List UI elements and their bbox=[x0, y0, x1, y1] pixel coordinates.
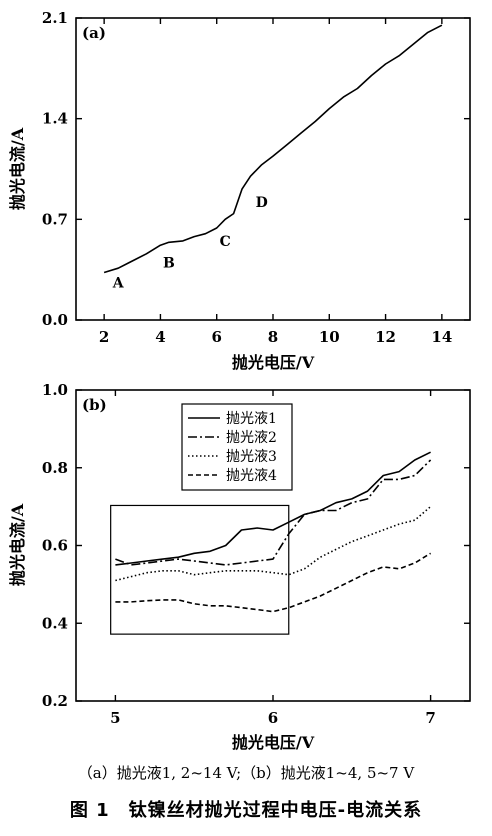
y-tick-label: 0.6 bbox=[42, 537, 68, 555]
annotation-a: A bbox=[112, 276, 125, 292]
series-lines-a bbox=[103, 24, 443, 274]
y-tick-label: 0.4 bbox=[42, 614, 68, 632]
y-tick-label: 1.0 bbox=[42, 381, 68, 399]
plot-frame-a bbox=[75, 17, 471, 321]
series-line-2 bbox=[115, 459, 432, 566]
panel-label-b: (b) bbox=[82, 396, 107, 414]
legend-label: 抛光液4 bbox=[226, 468, 277, 484]
series-line-4 bbox=[115, 552, 432, 613]
y-tick-label: 0.0 bbox=[42, 311, 68, 329]
x-tick-label: 5 bbox=[110, 709, 120, 727]
x-tick-label: 4 bbox=[155, 328, 165, 346]
x-tick-label: 2 bbox=[99, 328, 109, 346]
series-line-1 bbox=[103, 24, 443, 274]
x-axis-label-a: 抛光电压/V bbox=[232, 353, 315, 372]
figure-caption: 图 1 钛镍丝材抛光过程中电压-电流关系 bbox=[69, 800, 423, 821]
axis-ticks-b: 5 6 7 0.2 0.4 0.6 0.8 1.0 bbox=[42, 381, 470, 727]
series-line-3 bbox=[115, 505, 432, 582]
panel-label-a: (a) bbox=[82, 24, 106, 42]
series-line-1 bbox=[115, 451, 431, 566]
legend-label: 抛光液3 bbox=[226, 449, 277, 465]
chart-panel-a: 2 4 6 8 10 12 14 0.0 0.7 1.4 2.1 A B C D (a) 抛光电压/V 抛… bbox=[8, 9, 471, 372]
annotations-a: A B C D bbox=[112, 195, 268, 292]
x-tick-label: 10 bbox=[319, 328, 340, 346]
y-tick-label: 2.1 bbox=[42, 9, 68, 27]
legend: 抛光液1 抛光液2 抛光液3 抛光液4 bbox=[181, 403, 293, 491]
x-axis-label-b: 抛光电压/V bbox=[232, 733, 315, 752]
figure-subcaption: （a）抛光液1, 2~14 V;（b）抛光液1~4, 5~7 V bbox=[77, 764, 415, 782]
y-tick-label: 1.4 bbox=[42, 110, 68, 128]
x-tick-label: 12 bbox=[375, 328, 396, 346]
annotation-d: D bbox=[256, 195, 268, 211]
x-tick-label: 8 bbox=[268, 328, 278, 346]
legend-label: 抛光液2 bbox=[226, 430, 277, 446]
x-tick-label: 6 bbox=[211, 328, 221, 346]
y-axis-label-b: 抛光电流/A bbox=[8, 503, 27, 586]
axis-ticks-a: 2 4 6 8 10 12 14 0.0 0.7 1.4 2.1 bbox=[42, 9, 470, 346]
y-tick-label: 0.7 bbox=[42, 210, 68, 228]
x-tick-label: 6 bbox=[268, 709, 278, 727]
annotation-b: B bbox=[163, 255, 175, 271]
x-tick-label: 14 bbox=[431, 328, 452, 346]
annotation-c: C bbox=[220, 234, 231, 250]
y-axis-label-a: 抛光电流/A bbox=[8, 127, 27, 210]
x-tick-label: 7 bbox=[425, 709, 435, 727]
y-tick-label: 0.2 bbox=[42, 692, 68, 710]
series-lines-b bbox=[115, 451, 432, 613]
highlight-box bbox=[110, 504, 290, 635]
y-tick-label: 0.8 bbox=[42, 459, 68, 477]
legend-label: 抛光液1 bbox=[226, 411, 277, 427]
